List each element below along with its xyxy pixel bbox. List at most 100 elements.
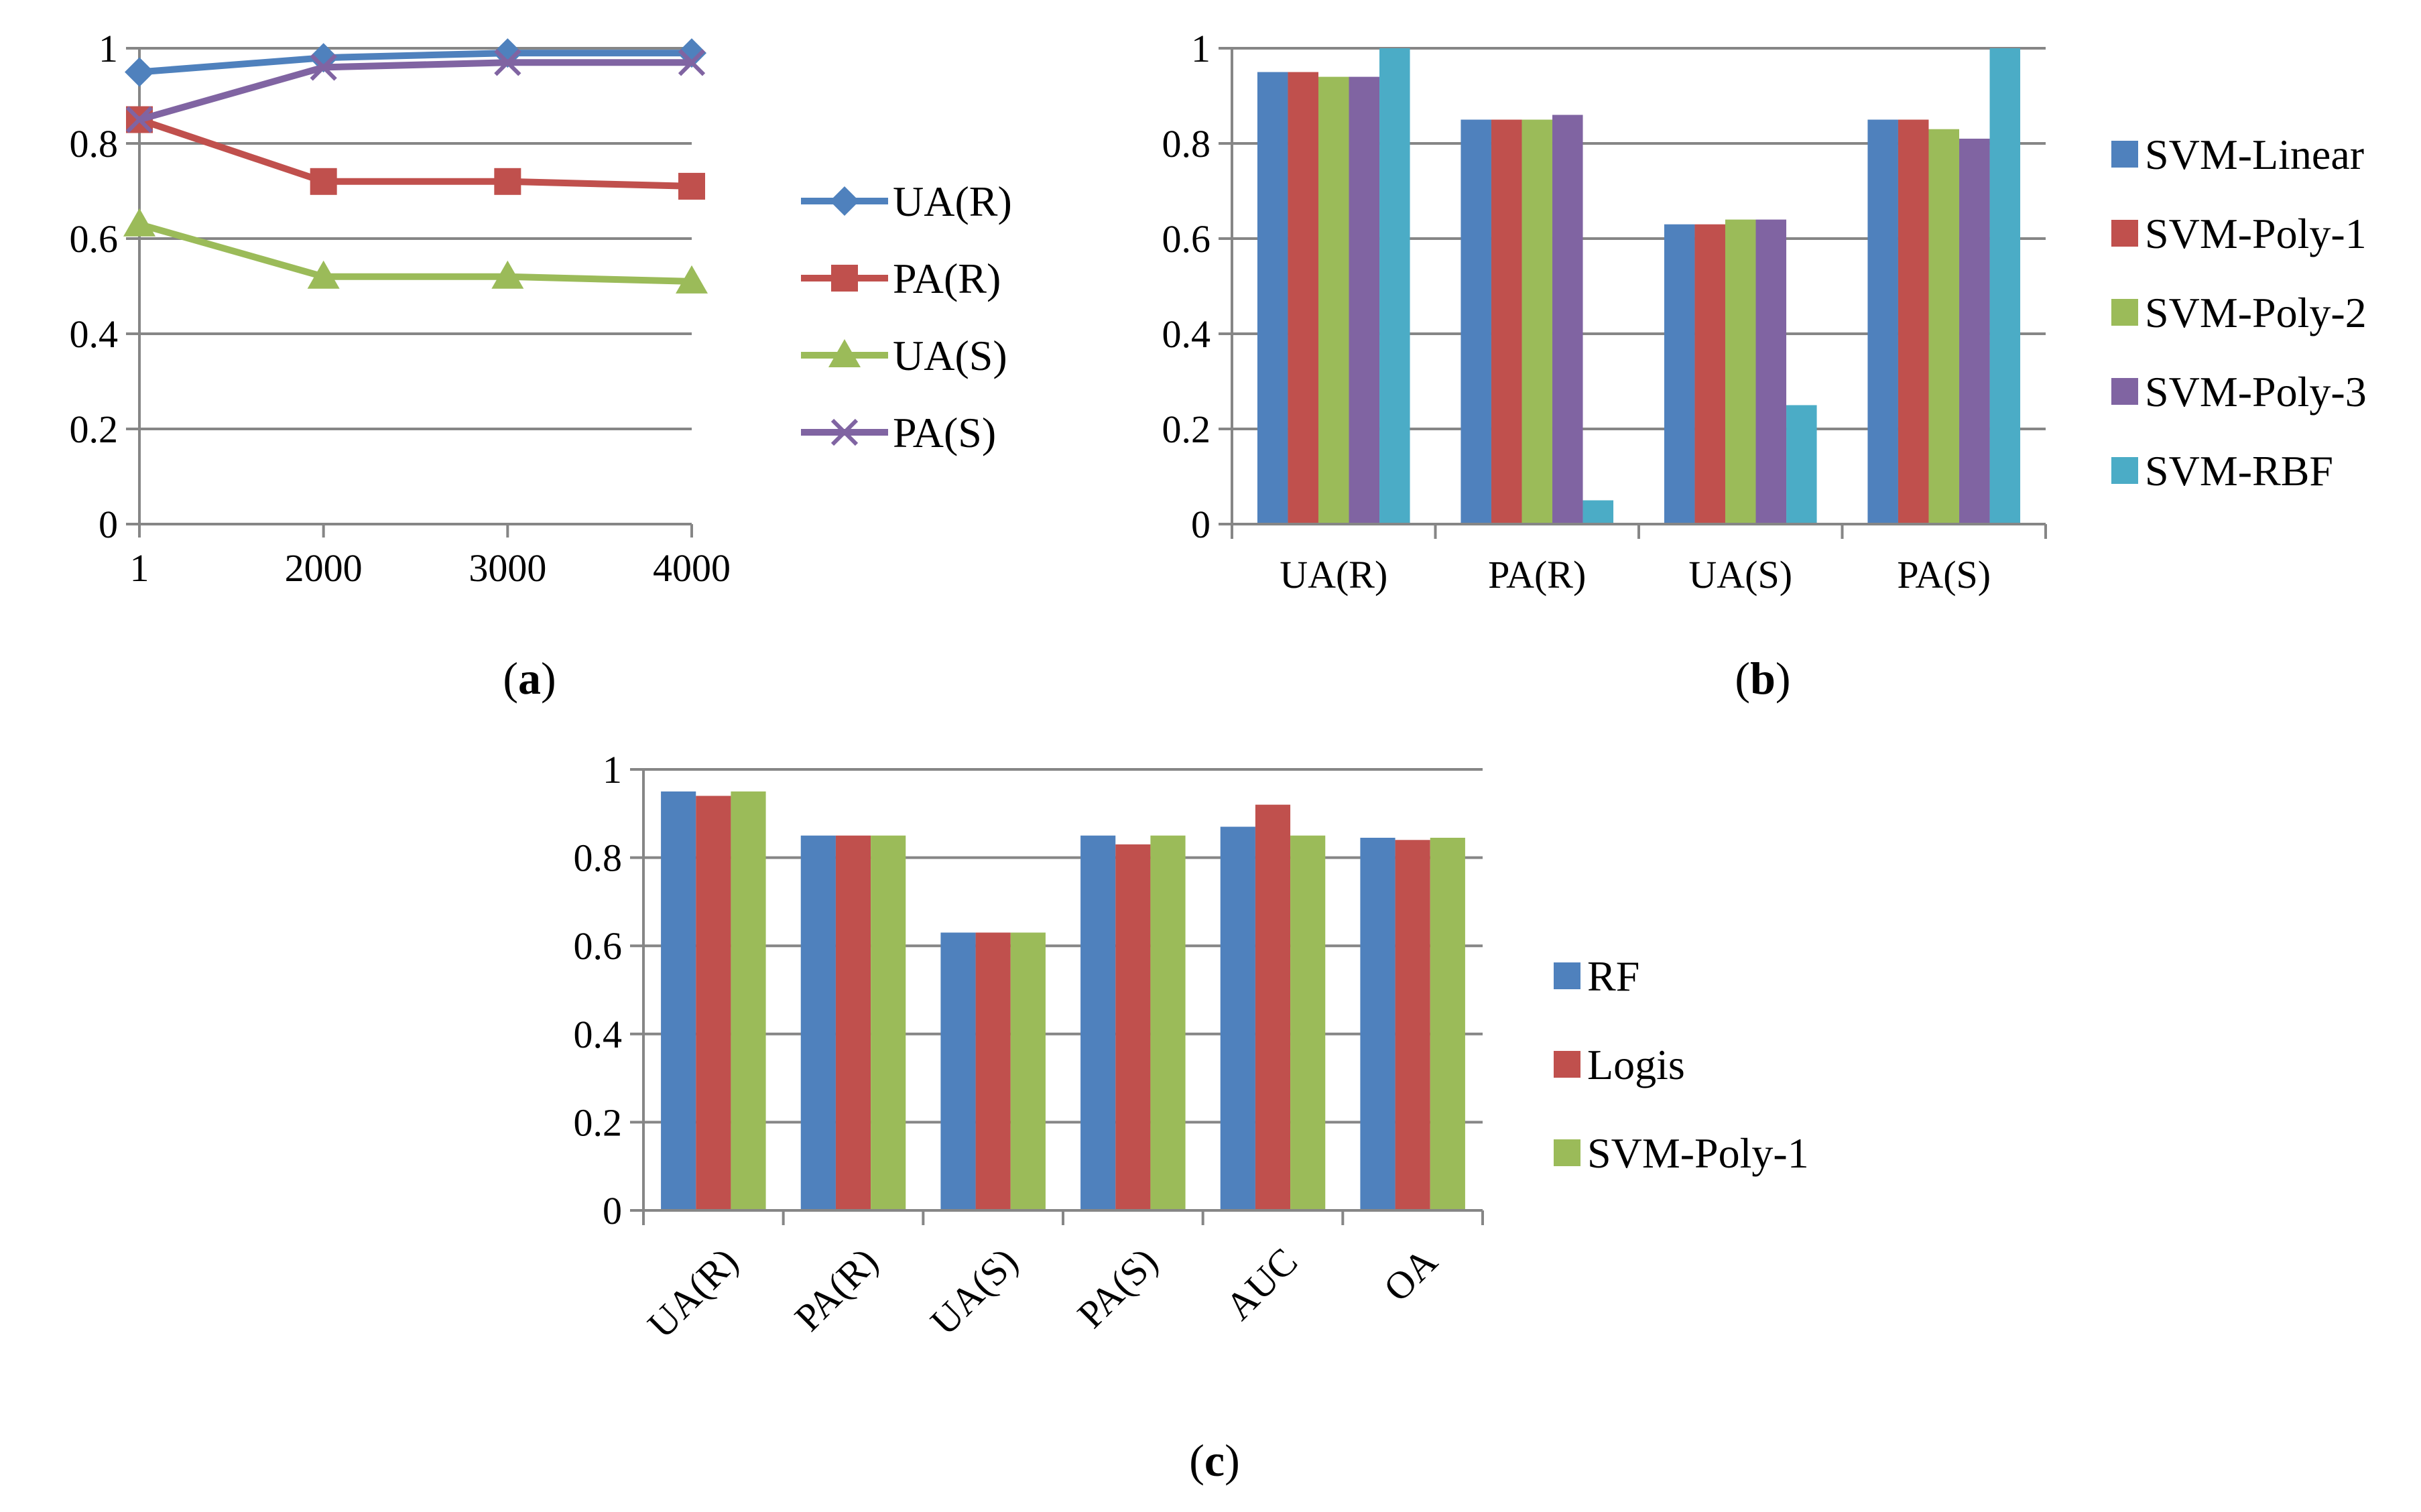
legend-swatch <box>1554 962 1580 989</box>
caption-letter: b <box>1750 653 1776 704</box>
x-tick-label: 2000 <box>285 546 363 590</box>
bar-SVM-Poly-1-OA <box>1430 837 1465 1210</box>
y-tick-label: 0.4 <box>1162 312 1211 356</box>
legend-label: UA(R) <box>893 178 1012 225</box>
bar-SVM-Linear-UA(S) <box>1664 224 1695 524</box>
bar-SVM-Poly-1-UA(R) <box>731 791 766 1210</box>
series-PA(S) <box>125 49 706 133</box>
y-tick-label: 1 <box>1191 27 1210 70</box>
bar-SVM-Poly-1-UA(S) <box>1010 932 1046 1210</box>
bar-SVM-Poly-1-PA(R) <box>1491 119 1522 524</box>
bar-SVM-RBF-UA(R) <box>1379 48 1410 524</box>
bar-SVM-Poly-1-PA(S) <box>1150 835 1186 1210</box>
bar-SVM-RBF-UA(S) <box>1786 405 1817 524</box>
x-tick-label: UA(S) <box>1688 553 1792 596</box>
legend-item: SVM-Poly-2 <box>2111 289 2367 336</box>
legend-item: UA(R) <box>801 178 1012 225</box>
y-tick-label: 0.8 <box>1162 122 1211 166</box>
marker-triangle <box>307 260 340 289</box>
legend-item: UA(S) <box>801 332 1007 379</box>
legend-item: SVM-Poly-3 <box>2111 368 2367 416</box>
marker-x-stroke <box>494 49 521 76</box>
marker-x <box>125 106 153 133</box>
caption-close: ) <box>1776 653 1791 704</box>
marker-x <box>830 418 859 446</box>
bar-SVM-Poly-2-PA(R) <box>1522 119 1553 524</box>
legend-item: RF <box>1554 952 1639 1000</box>
bar-Logis-PA(S) <box>1115 844 1151 1210</box>
legend-label: PA(S) <box>893 409 996 456</box>
legend-swatch <box>2111 378 2138 405</box>
legend-label: UA(S) <box>893 332 1007 379</box>
y-tick-label: 0 <box>603 1189 622 1233</box>
marker-x <box>678 49 706 76</box>
x-tick-label: AUC <box>1217 1239 1306 1328</box>
legend-item: PA(R) <box>801 255 1001 302</box>
marker-diamond <box>125 57 154 87</box>
y-tick-label: 0.8 <box>70 122 119 166</box>
caption-b: (b) <box>1735 653 1790 704</box>
caption-close: ) <box>1225 1435 1240 1486</box>
caption-a: (a) <box>503 653 556 704</box>
marker-square <box>831 265 858 292</box>
bar-SVM-Poly-2-PA(S) <box>1928 129 1960 524</box>
y-tick-label: 0.6 <box>1162 217 1211 261</box>
marker-triangle <box>123 208 156 237</box>
caption-open: ( <box>1735 653 1750 704</box>
legend-item: SVM-Poly-1 <box>1554 1129 1809 1177</box>
legend-label: SVM-Poly-2 <box>2145 289 2367 336</box>
legend-swatch <box>2111 220 2138 247</box>
bar-SVM-Poly-3-UA(S) <box>1755 219 1787 524</box>
bar-SVM-Linear-PA(S) <box>1867 119 1898 524</box>
marker-x-stroke <box>830 418 859 446</box>
bar-SVM-Poly-1-AUC <box>1290 835 1326 1210</box>
y-tick-label: 0 <box>1191 503 1210 546</box>
marker-x <box>310 54 337 81</box>
caption-c: (c) <box>1189 1435 1240 1486</box>
bar-RF-UA(R) <box>661 791 696 1210</box>
chart-a: 0 0.2 0.4 0.6 0.8 1 1 2000 3000 4000 UA(R) PA(R) UA(… <box>70 27 1012 590</box>
y-tick-label: 0.6 <box>574 924 623 968</box>
bar-SVM-RBF-PA(R) <box>1582 500 1614 524</box>
chart-c: 0 0.2 0.4 0.6 0.8 1 UA(R) PA(R) UA(S) PA(S) AUC OA R… <box>574 748 1809 1346</box>
y-tick-label: 0.2 <box>574 1100 623 1144</box>
y-tick-label: 0.4 <box>70 312 119 356</box>
legend-item: SVM-RBF <box>2111 447 2333 495</box>
bar-RF-UA(S) <box>940 932 976 1210</box>
bar-RF-PA(S) <box>1080 835 1116 1210</box>
legend-label: SVM-Poly-3 <box>2145 368 2367 416</box>
bar-SVM-Poly-1-UA(S) <box>1694 224 1725 524</box>
x-tick-label: 4000 <box>653 546 731 590</box>
marker-triangle <box>676 265 708 294</box>
bar-SVM-Poly-1-PA(S) <box>1898 119 1929 524</box>
marker-x <box>494 49 521 76</box>
x-tick-label: PA(R) <box>786 1239 886 1339</box>
marker-square <box>310 168 337 195</box>
x-tick-label: PA(S) <box>1897 553 1991 596</box>
legend-label: RF <box>1587 952 1639 1000</box>
marker-x-stroke <box>310 54 337 81</box>
bar-RF-PA(R) <box>800 835 836 1210</box>
x-tick-label: OA <box>1375 1239 1446 1310</box>
x-tick-label: PA(R) <box>1488 553 1586 596</box>
x-tick-label: UA(S) <box>922 1239 1026 1343</box>
bar-Logis-OA <box>1395 840 1430 1210</box>
legend-swatch <box>2111 141 2138 168</box>
caption-letter: a <box>518 653 541 704</box>
y-tick-label: 0 <box>99 503 118 546</box>
y-tick-label: 0.2 <box>1162 407 1211 451</box>
y-tick-label: 0.4 <box>574 1013 623 1056</box>
bar-Logis-UA(R) <box>696 796 731 1210</box>
marker-x-stroke <box>678 49 706 76</box>
bar-Logis-PA(R) <box>835 835 871 1210</box>
x-tick-label: UA(R) <box>639 1239 747 1346</box>
y-tick-label: 1 <box>99 27 118 70</box>
series-PA(R) <box>126 106 705 200</box>
caption-close: ) <box>541 653 556 704</box>
x-tick-label: 1 <box>130 546 149 590</box>
marker-diamond <box>830 186 859 216</box>
marker-triangle <box>828 339 861 367</box>
legend-label: SVM-RBF <box>2145 447 2333 495</box>
legend-swatch <box>1554 1051 1580 1078</box>
